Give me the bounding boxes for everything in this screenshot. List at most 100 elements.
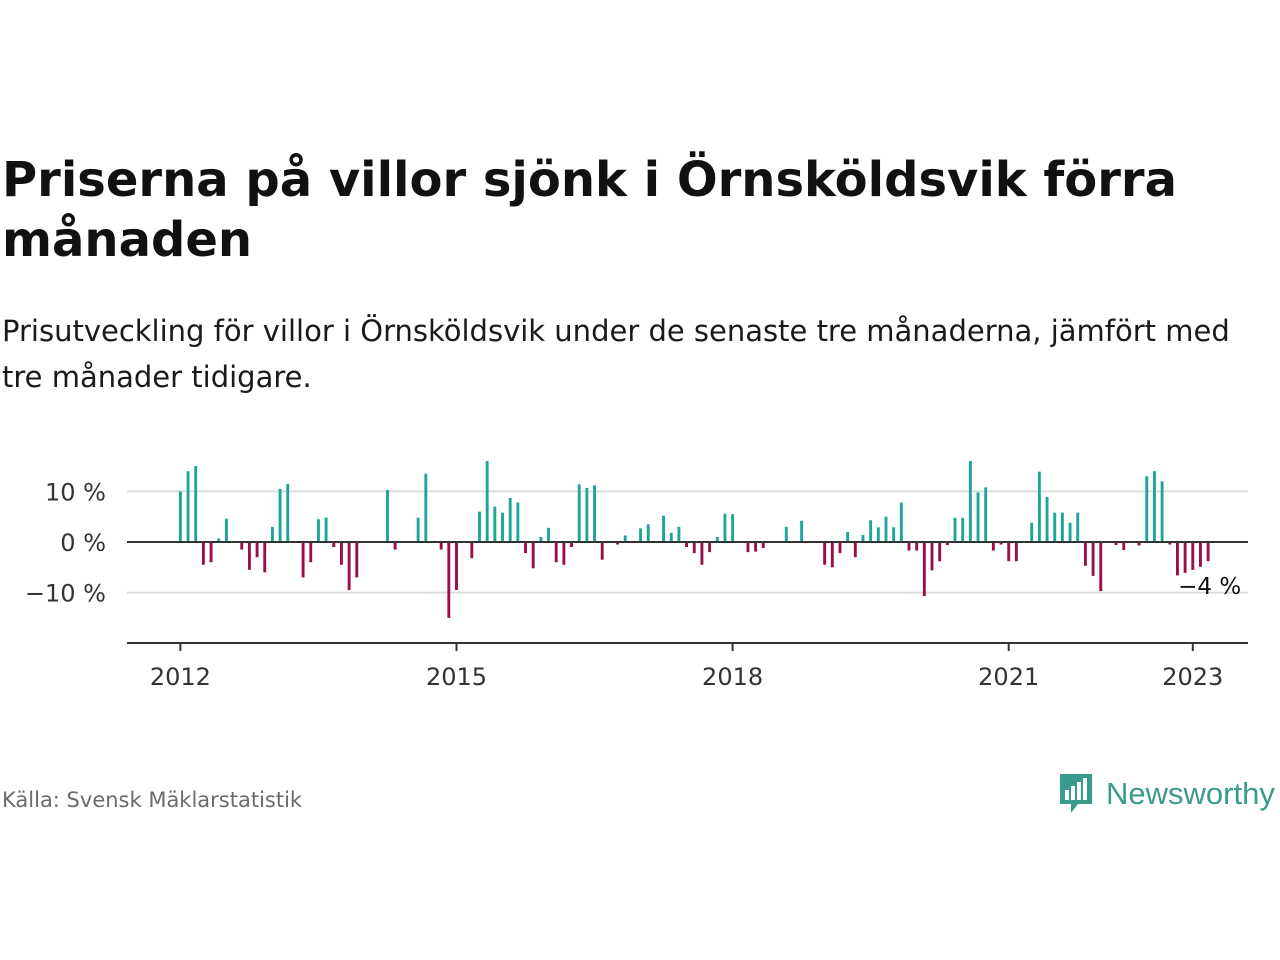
bar	[577, 484, 581, 542]
newsworthy-logo[interactable]: Newsworthy	[1058, 772, 1275, 816]
bar	[355, 542, 359, 578]
bar	[869, 520, 873, 542]
bar	[915, 542, 919, 551]
bar	[968, 461, 972, 542]
bar	[585, 487, 589, 542]
bar	[485, 461, 489, 542]
bar	[1191, 542, 1195, 570]
bar	[1160, 481, 1164, 542]
bar	[1198, 542, 1202, 567]
bar	[616, 542, 620, 545]
bar	[784, 526, 788, 542]
bar	[386, 489, 389, 542]
bar	[761, 542, 765, 549]
bar	[892, 527, 896, 542]
newsworthy-chart-icon	[1060, 774, 1092, 813]
bar	[1099, 542, 1103, 592]
bar	[723, 513, 727, 542]
bar	[1014, 542, 1018, 562]
bar	[991, 542, 995, 551]
bar	[922, 542, 926, 597]
bar	[953, 517, 957, 542]
bar	[685, 542, 689, 548]
bar	[1076, 512, 1080, 542]
bar	[1137, 542, 1141, 546]
bar	[1152, 471, 1156, 542]
bar	[1045, 496, 1049, 542]
bar	[999, 542, 1003, 545]
chart-title: Priserna på villor sjönk i Örnsköldsvik …	[2, 152, 1177, 268]
bar	[800, 520, 804, 542]
bar	[186, 471, 190, 542]
bar	[700, 542, 704, 565]
bar	[178, 491, 182, 542]
x-tick-label: 2012	[150, 663, 211, 691]
brand-name: Newsworthy	[1106, 776, 1275, 811]
bar	[393, 542, 397, 550]
bar	[715, 536, 719, 542]
chart-subtitle: Prisutveckling för villor i Örnsköldsvik…	[2, 314, 1230, 394]
source-text: Källa: Svensk Mäklarstatistik	[2, 788, 303, 812]
bar	[455, 542, 458, 591]
bar	[639, 528, 643, 542]
bar	[332, 542, 336, 548]
bar	[646, 524, 650, 542]
bar	[316, 519, 320, 542]
bar	[899, 502, 903, 542]
bar	[976, 492, 980, 542]
bar	[692, 542, 696, 554]
bar	[1206, 542, 1210, 562]
y-tick-label: 0 %	[60, 529, 106, 557]
bar	[478, 511, 481, 542]
bar	[1145, 476, 1149, 542]
bar	[1183, 542, 1187, 573]
bar	[263, 542, 267, 573]
bar	[731, 514, 735, 542]
bar	[516, 502, 520, 542]
bar	[278, 488, 282, 542]
bar	[240, 542, 244, 550]
bar	[938, 542, 942, 562]
bar	[853, 542, 857, 558]
bar	[570, 542, 573, 548]
bar	[309, 542, 313, 563]
bar	[930, 542, 934, 571]
bar	[746, 542, 750, 553]
bar	[662, 515, 666, 542]
bar	[255, 542, 259, 558]
bar	[961, 517, 965, 542]
bar	[424, 473, 428, 542]
y-tick-label: −10 %	[25, 580, 106, 608]
y-tick-label: 10 %	[45, 478, 106, 506]
bar	[623, 535, 627, 542]
bar	[531, 542, 535, 569]
bar	[823, 542, 827, 565]
bar	[677, 526, 681, 542]
x-tick-label: 2015	[426, 663, 487, 691]
bar	[846, 531, 850, 542]
bar	[201, 542, 205, 565]
bar	[286, 483, 290, 542]
bar	[416, 517, 420, 542]
bar	[1068, 522, 1072, 542]
bar	[1122, 542, 1126, 551]
bar	[270, 526, 274, 542]
bar	[708, 542, 712, 553]
bar	[754, 542, 758, 552]
bar	[554, 542, 558, 563]
bar	[339, 542, 343, 565]
bar	[1175, 542, 1179, 576]
bar	[562, 542, 566, 565]
x-tick-label: 2021	[978, 663, 1039, 691]
bar	[470, 542, 474, 559]
bar	[1168, 542, 1172, 545]
x-tick-label: 2018	[702, 663, 763, 691]
bar	[539, 536, 543, 542]
bar	[830, 542, 834, 568]
bar	[1114, 542, 1118, 546]
bar	[439, 542, 443, 550]
bar	[524, 542, 527, 554]
bar	[861, 534, 865, 542]
bar	[907, 542, 911, 551]
bar	[945, 542, 949, 546]
